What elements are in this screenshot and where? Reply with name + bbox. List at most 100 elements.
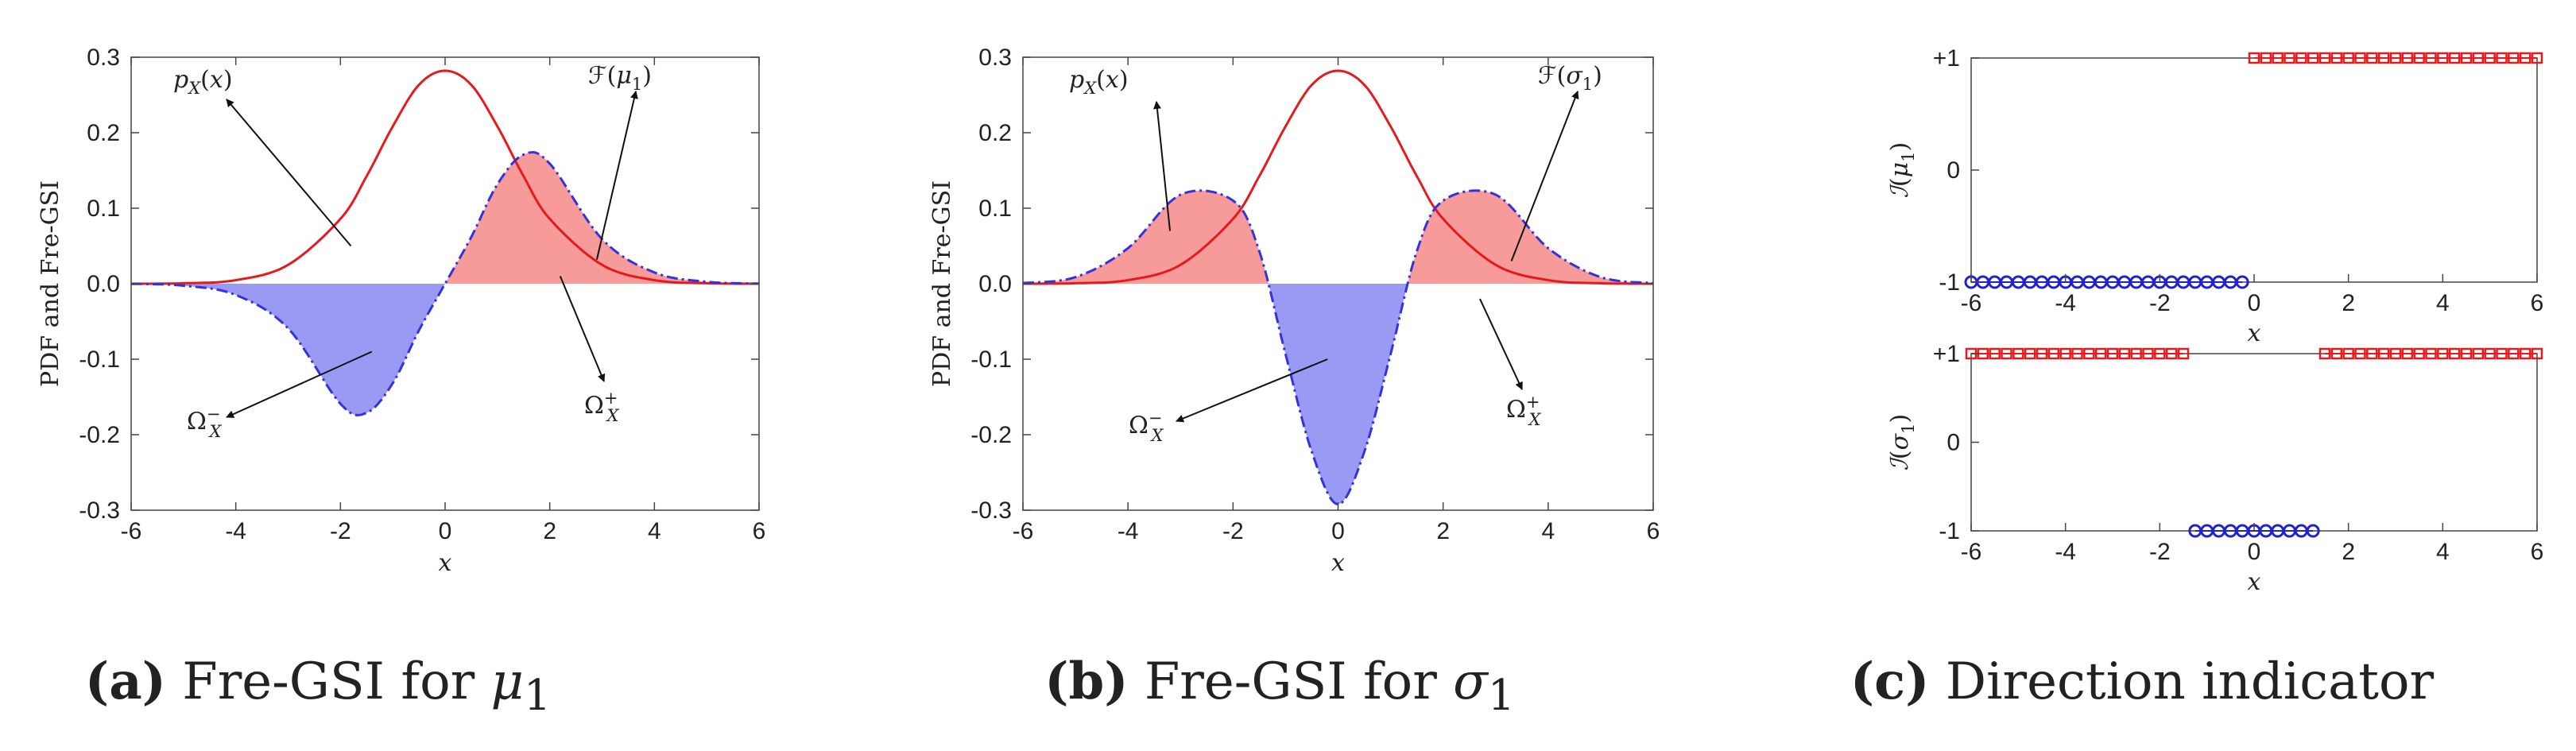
panel-b-y-tick-label: 0.1 [978, 195, 1012, 222]
panel-b-x-tick-label: 0 [1331, 518, 1345, 544]
panel-c-sub1-square-marker [2260, 52, 2272, 64]
panel-c-sub1-x-tick-label: 0 [2248, 290, 2261, 316]
panel-c-sub2-square-marker [2448, 347, 2461, 360]
panel-b-annotation-arrow [1479, 298, 1523, 390]
panel-b-gsi-line [1022, 189, 1654, 506]
panel-c-sub1-x-tick-label: 2 [2342, 290, 2355, 316]
panel-c-sub2-y-label: ℐ(σ1) [1886, 414, 1918, 470]
panel-c-sub2-square-marker [2130, 347, 2142, 360]
panel-c-sub1-square-marker [2460, 52, 2473, 64]
panel-c-sub1-square-marker [2248, 52, 2260, 64]
panel-c-sub2-square-marker [2508, 347, 2520, 360]
panel-a-y-tick-label: 0.3 [87, 45, 120, 71]
panel-c-sub1-square-marker [2519, 52, 2531, 64]
panel-a-positive-region [131, 152, 759, 284]
panel-c-sub2-square-marker [2366, 347, 2378, 360]
panel-b-y-tick-label: 0.3 [978, 45, 1012, 71]
panel-c-sub2-x-tick-label: -4 [2055, 539, 2076, 565]
panel-c-sub1-square-marker [2448, 52, 2461, 64]
panel-a-annotation-arrow [559, 276, 606, 382]
caption-a-label: (a) [84, 652, 166, 711]
panel-c-sub1-square-marker [2284, 52, 2295, 64]
panel-c-sub2-square-marker [2401, 347, 2414, 360]
panel-c-sub2-square-marker [2083, 347, 2095, 360]
panel-c-sub2-x-tick-label: 0 [2248, 539, 2261, 565]
panel-a-negative-region [131, 284, 759, 416]
panel-b-y-tick-label: 0.2 [978, 120, 1012, 146]
panel-c-sub2-square-marker [2425, 347, 2437, 360]
panel-c-sub1-axes-box [1970, 57, 2538, 283]
panel-a-annotation-omega-plus: Ω+ X [584, 389, 619, 425]
panel-b-annotation-pdf: pX(x) [1069, 66, 1129, 98]
caption-b-text: Fre-GSI for [1128, 652, 1454, 711]
panel-c-sub1-square-marker [2342, 52, 2354, 64]
panel-a-x-tick-label: 4 [648, 518, 661, 544]
caption-b: (b) Fre-GSI for σ1 [1044, 652, 1515, 720]
caption-a-sym: μ [490, 652, 525, 711]
panel-c-sub2-square-marker [2472, 347, 2485, 360]
panel-a-x-tick-label: 6 [753, 518, 766, 544]
panel-a-pdf-line [131, 69, 759, 285]
panel-c-sub1-square-marker [2531, 52, 2543, 64]
panel-c-sub2-x-tick-label: 4 [2436, 539, 2450, 565]
panel-c-sub2-square-marker [2142, 347, 2154, 360]
caption-c: (c) Direction indicator [1850, 652, 2434, 711]
panel-c-sub1-x-tick-label: -6 [1961, 290, 1982, 316]
panel-b-pdf-line [1023, 69, 1653, 285]
panel-c-sub2-square-marker [1989, 347, 2001, 360]
caption-a: (a) Fre-GSI for μ1 [85, 652, 551, 720]
panel-c-sub2-y-tick-label: +1 [1933, 341, 1960, 367]
panel-c-sub1-square-marker [2496, 52, 2508, 64]
caption-c-text: Direction indicator [1929, 652, 2435, 711]
panel-c-sub2-square-marker [2437, 347, 2449, 360]
panel-a-y-tick-label: 0.1 [87, 195, 120, 222]
panel-c-sub2-square-marker [2154, 347, 2166, 360]
caption-a-sub: 1 [524, 669, 552, 720]
panel-b-x-tick-label: 6 [1647, 518, 1660, 544]
panel-c-sub2-y-tick-label: 0 [1947, 430, 1960, 456]
panel-a-annotation-omega-minus: Ω− X [187, 405, 222, 441]
caption-b-sub: 1 [1487, 669, 1515, 720]
panel-c-sub1-square-marker [2295, 52, 2307, 64]
panel-c-sub2-square-marker [2519, 347, 2531, 360]
caption-a-text: Fre-GSI for [165, 652, 491, 711]
panel-a-x-tick-label: -2 [330, 518, 351, 544]
panel-c-sub2-circle-marker [2306, 524, 2320, 538]
panel-b-x-label: x [1331, 549, 1345, 577]
panel-c-sub1-x-tick-label: 6 [2531, 290, 2544, 316]
panel-b-x-tick-label: -4 [1118, 518, 1139, 544]
panel-c-sub2-square-marker [2177, 347, 2190, 360]
panel-c-sub2-x-tick-label: -2 [2149, 539, 2171, 565]
panel-c-sub2-square-marker [2001, 347, 2012, 360]
panel-c-sub1-square-marker [2366, 52, 2378, 64]
panel-c-sub2-square-marker [2071, 347, 2083, 360]
panel-a-y-tick-label: -0.1 [79, 346, 120, 373]
panel-a-x-tick-label: -6 [121, 518, 142, 544]
panel-b-negative-region [1023, 284, 1653, 505]
panel-c-sub1-square-marker [2272, 52, 2284, 64]
panel-b-x-tick-label: 4 [1541, 518, 1555, 544]
panel-a-y-tick-label: 0.2 [87, 120, 120, 146]
panel-c-sub2-square-marker [2484, 347, 2496, 360]
panel-b-y-tick-label: -0.2 [970, 422, 1012, 448]
panel-b-annotation-fregsi: ℱ(σ1) [1538, 62, 1602, 94]
panel-c-sub1-x-label: x [2248, 319, 2261, 347]
panel-a-y-tick-label: -0.3 [79, 497, 120, 524]
panel-c-sub2-y-tick-label: -1 [1939, 518, 1960, 544]
panel-c-sub1-square-marker [2377, 52, 2390, 64]
caption-c-label: (c) [1850, 652, 1930, 711]
panel-b-y-tick-label: -0.1 [970, 346, 1012, 373]
panel-a-y-label: PDF and Fre-GSI [37, 180, 64, 387]
panel-c-sub2-square-marker [2106, 347, 2119, 360]
panel-b-positive-region [1023, 190, 1653, 284]
panel-b-annotation-arrow [1510, 91, 1579, 261]
panel-c-sub1-y-tick-label: +1 [1933, 45, 1960, 72]
panel-c-sub1-square-marker [2413, 52, 2425, 64]
panel-c-sub2-square-marker [2389, 347, 2402, 360]
panel-a-x-tick-label: 2 [543, 518, 556, 544]
panel-c-sub2-square-marker [2330, 347, 2343, 360]
panel-b-annotation-arrow [1176, 358, 1328, 423]
panel-c-sub1-circle-marker [2235, 275, 2249, 289]
panel-c-sub2-x-tick-label: 6 [2531, 539, 2544, 565]
